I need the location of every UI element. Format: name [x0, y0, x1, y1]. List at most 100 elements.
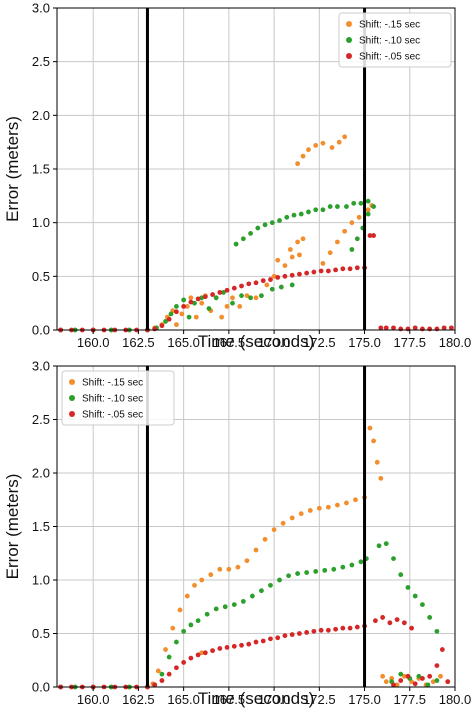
data-point [351, 200, 357, 206]
legend-marker [346, 53, 352, 59]
data-point [195, 296, 201, 302]
data-point [439, 647, 445, 652]
data-point [166, 316, 172, 322]
data-point [297, 252, 302, 258]
data-point [277, 218, 282, 223]
data-point [320, 140, 326, 146]
x-tick-label: 160.0 [77, 692, 110, 707]
data-point [213, 606, 219, 612]
data-point [347, 625, 353, 631]
legend-marker [346, 21, 352, 27]
data-point [174, 303, 179, 309]
data-point [181, 303, 187, 309]
data-point [425, 682, 431, 688]
data-point [208, 572, 214, 578]
data-point [246, 281, 252, 287]
data-point [300, 153, 306, 159]
data-point [398, 678, 404, 683]
data-point [282, 263, 288, 268]
data-point [268, 636, 273, 642]
data-point [391, 682, 396, 688]
data-point [316, 505, 322, 511]
data-point [213, 295, 219, 301]
data-point [371, 438, 376, 444]
data-point [298, 211, 304, 217]
data-point [297, 631, 302, 636]
x-tick-label: 180.0 [439, 692, 472, 707]
data-point [387, 620, 393, 626]
data-point [427, 326, 433, 332]
data-point [383, 679, 389, 685]
data-point [275, 635, 281, 641]
data-point [342, 228, 348, 234]
data-point [269, 286, 275, 292]
data-point [329, 145, 335, 150]
x-tick-label: 172.5 [303, 692, 336, 707]
data-point [353, 497, 358, 503]
data-point [278, 284, 284, 290]
data-point [159, 671, 165, 677]
data-point [269, 220, 275, 226]
data-point [434, 663, 440, 668]
data-point [166, 654, 172, 660]
data-point [233, 241, 239, 247]
data-point [412, 325, 418, 331]
legend-box [338, 12, 452, 68]
data-point [163, 319, 168, 324]
x-tick-label: 177.5 [393, 692, 426, 707]
legend-label: Shift: -.10 sec [82, 394, 143, 405]
data-point [365, 207, 371, 213]
data-point [217, 566, 223, 572]
data-point [378, 475, 384, 481]
y-tick-label: 0.0 [32, 680, 50, 695]
data-point [394, 682, 400, 688]
data-point [391, 556, 396, 561]
data-point [231, 285, 237, 291]
data-point [192, 582, 197, 588]
data-point [365, 211, 371, 217]
data-point [271, 273, 277, 279]
data-point [206, 306, 212, 311]
data-point [289, 272, 295, 278]
data-point [336, 139, 342, 145]
chart-panel-1: 160.0 162.5 165.0 167.5 170.0 172.5 175.0 177.5… [3, 1, 471, 352]
data-point [286, 573, 291, 579]
x-tick-label: 180.0 [439, 335, 472, 350]
y-tick-label: 2.0 [32, 466, 50, 481]
data-point [349, 562, 355, 568]
data-point [193, 314, 199, 320]
y-tick-label: 1.5 [32, 162, 50, 177]
y-axis-label: Error (meters) [3, 474, 22, 580]
y-tick-label: 0.5 [32, 269, 50, 284]
data-point [300, 236, 306, 242]
data-point [354, 624, 360, 630]
data-point [239, 642, 244, 648]
data-point [405, 673, 411, 679]
data-point [354, 265, 360, 271]
x-tick-label: 167.5 [213, 335, 246, 350]
data-point [159, 678, 165, 683]
legend-marker [346, 37, 352, 43]
x-tick-label: 177.5 [393, 335, 426, 350]
data-point [249, 593, 255, 599]
data-point [239, 293, 244, 299]
y-tick-label: 2.5 [32, 54, 50, 69]
data-point [441, 325, 447, 331]
data-point [231, 602, 237, 608]
data-point [244, 293, 250, 299]
legend-box [61, 370, 175, 426]
data-point [248, 295, 253, 301]
data-point [304, 570, 310, 575]
data-point [383, 541, 389, 547]
data-point [217, 290, 223, 295]
data-point [181, 659, 187, 665]
data-point [246, 641, 252, 647]
data-point [271, 527, 277, 533]
data-point [219, 314, 225, 320]
data-point [195, 618, 201, 624]
data-point [195, 652, 201, 658]
data-point [318, 627, 324, 633]
data-point [255, 225, 261, 231]
data-point [188, 299, 194, 305]
